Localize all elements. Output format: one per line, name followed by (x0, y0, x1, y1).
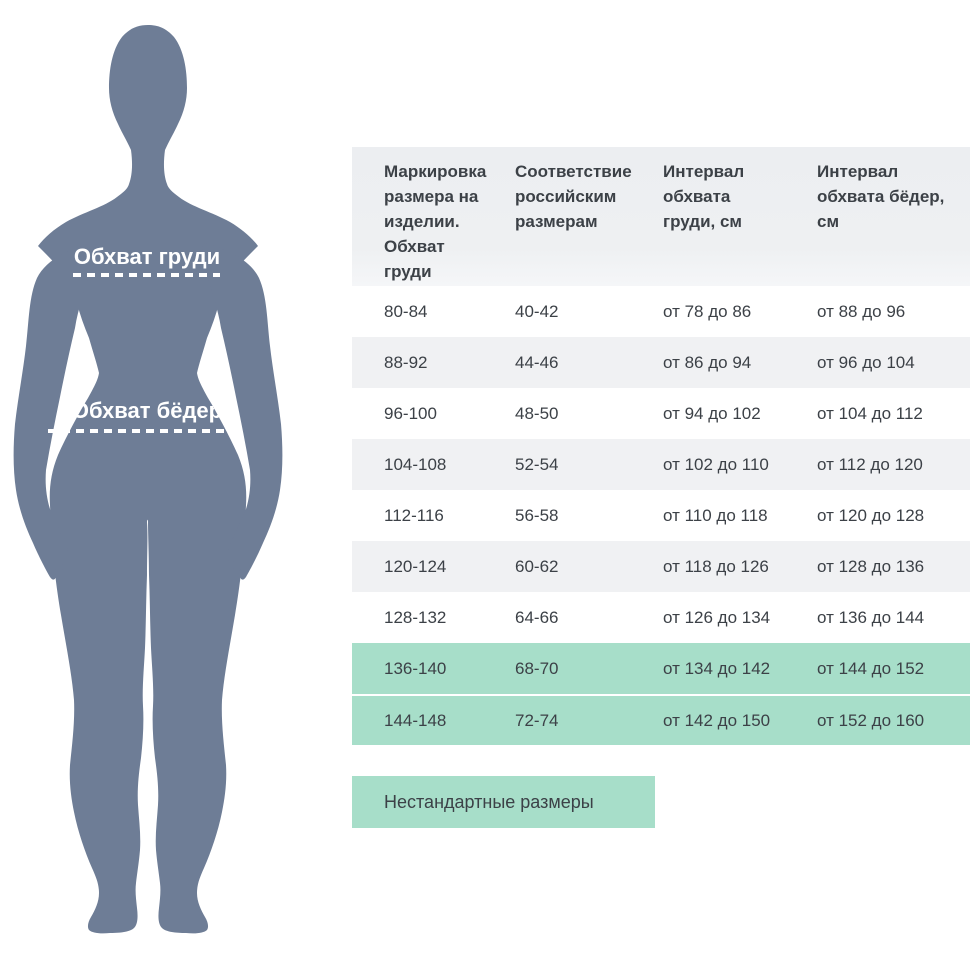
cell-size-marking: 128-132 (384, 607, 447, 627)
cell-size-marking: 144-148 (384, 710, 447, 730)
cell-hips-interval: от 152 до 160 (817, 710, 925, 730)
table-row: 120-124 60-62 от 118 до 126 от 128 до 13… (352, 541, 970, 592)
chest-measure-label: Обхват груди (73, 244, 221, 269)
cell-size-marking: 136-140 (384, 658, 447, 678)
cell-hips-interval: от 88 до 96 (817, 301, 906, 321)
table-header: Маркировка размера на изделии. Обхват гр… (352, 147, 970, 286)
cell-russian-size: 64-66 (515, 607, 559, 627)
cell-chest-interval: от 94 до 102 (663, 403, 761, 423)
cell-hips-interval: от 104 до 112 (817, 403, 923, 423)
cell-size-marking: 104-108 (384, 454, 447, 474)
cell-hips-interval: от 112 до 120 (817, 454, 923, 474)
cell-hips-interval: от 128 до 136 (817, 556, 925, 576)
table-row: 128-132 64-66 от 126 до 134 от 136 до 14… (352, 592, 970, 643)
cell-russian-size: 68-70 (515, 658, 559, 678)
cell-russian-size: 56-58 (515, 505, 559, 525)
cell-hips-interval: от 96 до 104 (817, 352, 915, 372)
cell-size-marking: 112-116 (384, 505, 444, 525)
chest-dashed-line (73, 273, 220, 277)
cell-russian-size: 60-62 (515, 556, 559, 576)
cell-chest-interval: от 86 до 94 (663, 352, 752, 372)
hips-dashed-line (48, 429, 241, 433)
silhouette-left-arm-path (13, 243, 94, 580)
cell-russian-size: 52-54 (515, 454, 559, 474)
cell-chest-interval: от 102 до 110 (663, 454, 769, 474)
cell-russian-size: 72-74 (515, 710, 559, 730)
table-row: 80-84 40-42 от 78 до 86 от 88 до 96 (352, 286, 970, 337)
cell-hips-interval: от 120 до 128 (817, 505, 925, 525)
cell-size-marking: 88-92 (384, 352, 428, 372)
table-row: 104-108 52-54 от 102 до 110 от 112 до 12… (352, 439, 970, 490)
size-table: Маркировка размера на изделии. Обхват гр… (352, 147, 970, 745)
female-silhouette-figure: Обхват груди Обхват бёдер (0, 0, 300, 970)
column-header-hips: Интервал обхвата бёдер, см (817, 162, 945, 231)
cell-chest-interval: от 118 до 126 (663, 556, 769, 576)
cell-chest-interval: от 78 до 86 (663, 301, 752, 321)
table-row-highlighted: 136-140 68-70 от 134 до 142 от 144 до 15… (352, 643, 970, 694)
cell-hips-interval: от 136 до 144 (817, 607, 925, 627)
column-header-marking: Маркировка размера на изделии. Обхват гр… (384, 162, 487, 281)
cell-chest-interval: от 134 до 142 (663, 658, 771, 678)
column-header-chest: Интервал обхвата груди, см (663, 162, 745, 231)
nonstandard-sizes-badge: Нестандартные размеры (352, 776, 655, 828)
cell-hips-interval: от 144 до 152 (817, 658, 925, 678)
table-row: 88-92 44-46 от 86 до 94 от 96 до 104 (352, 337, 970, 388)
silhouette-right-arm-path (202, 243, 283, 580)
cell-size-marking: 120-124 (384, 556, 447, 576)
cell-russian-size: 44-46 (515, 352, 559, 372)
table-row: 96-100 48-50 от 94 до 102 от 104 до 112 (352, 388, 970, 439)
cell-russian-size: 48-50 (515, 403, 559, 423)
female-silhouette (13, 25, 283, 934)
cell-size-marking: 80-84 (384, 301, 428, 321)
silhouette-body-path (38, 25, 258, 934)
cell-chest-interval: от 142 до 150 (663, 710, 771, 730)
nonstandard-sizes-label: Нестандартные размеры (384, 791, 594, 812)
table-row: 112-116 56-58 от 110 до 118 от 120 до 12… (352, 490, 970, 541)
cell-size-marking: 96-100 (384, 403, 437, 423)
table-row-highlighted: 144-148 72-74 от 142 до 150 от 152 до 16… (352, 694, 970, 745)
column-header-russian: Соответствие российским размерам (515, 162, 632, 231)
table-body: 80-84 40-42 от 78 до 86 от 88 до 96 88-9… (352, 286, 970, 745)
cell-russian-size: 40-42 (515, 301, 559, 321)
cell-chest-interval: от 110 до 118 (663, 505, 768, 525)
cell-chest-interval: от 126 до 134 (663, 607, 771, 627)
hips-measure-label: Обхват бёдер (71, 398, 223, 423)
